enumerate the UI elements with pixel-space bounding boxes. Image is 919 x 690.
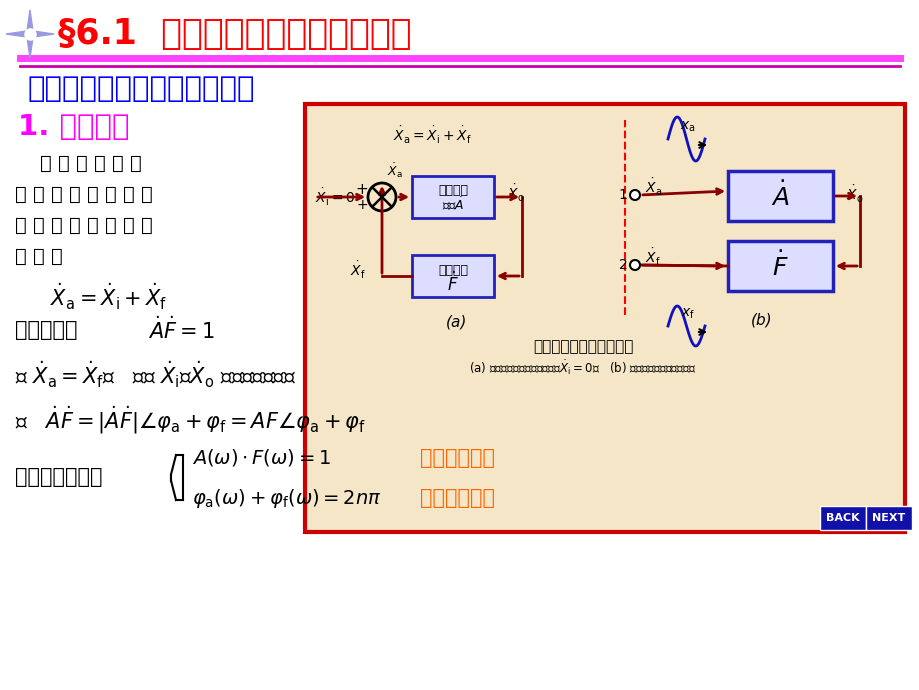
Text: (b): (b) [751,313,772,328]
Text: $\dot{X}_{\rm a} = \dot{X}_{\rm i} + \dot{X}_{\rm f}$: $\dot{X}_{\rm a} = \dot{X}_{\rm i} + \do… [50,282,167,312]
Text: $\dot{X}_{\rm f}$: $\dot{X}_{\rm f}$ [644,246,660,268]
Text: 1: 1 [618,188,627,202]
Text: +: + [356,182,368,197]
FancyBboxPatch shape [727,241,832,291]
FancyBboxPatch shape [412,255,494,297]
Text: 若环路增益: 若环路增益 [15,320,77,340]
Text: $\dot{F}$: $\dot{F}$ [447,271,459,295]
Circle shape [630,260,640,270]
Text: BACK: BACK [825,513,859,523]
Text: 1. 振荡条件: 1. 振荡条件 [18,113,130,141]
Text: $\dot{A}\dot{F}=1$: $\dot{A}\dot{F}=1$ [148,317,214,344]
Text: 正弦波振荡电路的方框图: 正弦波振荡电路的方框图 [532,339,632,355]
Text: $\dot{X}_{\rm a}$: $\dot{X}_{\rm a}$ [644,177,662,197]
Text: §6.1  正弦波振荡电路的基本概念: §6.1 正弦波振荡电路的基本概念 [58,17,411,51]
Polygon shape [6,10,54,58]
Text: 一、正弦波振荡器的振荡条件: 一、正弦波振荡器的振荡条件 [28,75,255,103]
Text: $\dot{X}_{\rm i}=0$: $\dot{X}_{\rm i}=0$ [314,186,355,208]
Text: 与 负 反 馈 方 框 图 的: 与 负 反 馈 方 框 图 的 [15,215,153,235]
Text: 反馈网络: 反馈网络 [437,264,468,277]
Text: $x_{\rm f}$: $x_{\rm f}$ [680,307,695,322]
Text: $\dot{X}_{\rm o}$: $\dot{X}_{\rm o}$ [845,184,863,204]
Text: $\dot{X}_{\rm a}=\dot{X}_{\rm i}+\dot{X}_{\rm f}$: $\dot{X}_{\rm a}=\dot{X}_{\rm i}+\dot{X}… [392,124,471,146]
Text: (a) 正反馈放大电路的方框图（$\dot{X}_{\rm i}=0$）   (b) 正弦波反馈电路的方框图: (a) 正反馈放大电路的方框图（$\dot{X}_{\rm i}=0$） (b)… [469,359,696,377]
Text: 振幅平衡条件: 振幅平衡条件 [420,448,494,468]
Text: 所以振荡条件为: 所以振荡条件为 [15,467,102,487]
Text: $\varphi_{\rm a}(\omega)+\varphi_{\rm f}(\omega)=2n\pi$: $\varphi_{\rm a}(\omega)+\varphi_{\rm f}… [192,486,381,509]
Text: $A(\omega)\cdot F(\omega)=1$: $A(\omega)\cdot F(\omega)=1$ [192,448,331,469]
FancyBboxPatch shape [412,176,494,218]
Text: 相位平衡条件: 相位平衡条件 [420,488,494,508]
FancyBboxPatch shape [727,171,832,221]
Text: +: + [356,198,368,212]
Text: 又   $\dot{A}\dot{F}=|\dot{A}\dot{F}|\angle\varphi_{\rm a}+\varphi_{\rm f}=AF\ang: 又 $\dot{A}\dot{F}=|\dot{A}\dot{F}|\angle… [15,404,366,436]
Text: 则 $\dot{X}_{\rm a}=\dot{X}_{\rm f}$，   去掉 $\dot{X}_{\rm i}$，$\dot{X}_{\rm o}$ 仍有: 则 $\dot{X}_{\rm a}=\dot{X}_{\rm f}$， 去掉 … [15,359,296,390]
Text: (a): (a) [446,315,467,330]
Text: $\dot{X}_{\rm o}$: $\dot{X}_{\rm o}$ [506,182,524,204]
Text: $\dot{X}_{\rm a}$: $\dot{X}_{\rm a}$ [387,161,403,180]
Text: $\dot{X}_{\rm f}$: $\dot{X}_{\rm f}$ [350,259,366,281]
Text: 2: 2 [618,258,627,272]
Text: 电路$\dot{A}$: 电路$\dot{A}$ [441,195,464,213]
FancyBboxPatch shape [305,104,904,532]
FancyBboxPatch shape [819,506,865,530]
Text: $x_{\rm a}$: $x_{\rm a}$ [679,120,695,134]
Text: 正 反 馈 放 大 电: 正 反 馈 放 大 电 [15,153,142,172]
Text: $\dot{A}$: $\dot{A}$ [770,181,789,211]
Text: 基本放大: 基本放大 [437,184,468,197]
Text: 差 别 ）: 差 别 ） [15,246,62,266]
Text: NEXT: NEXT [871,513,904,523]
Text: $\dot{F}$: $\dot{F}$ [771,251,788,281]
FancyBboxPatch shape [865,506,911,530]
Circle shape [630,190,640,200]
Text: 路 如 图 示 。 （ 注 意: 路 如 图 示 。 （ 注 意 [15,184,153,204]
